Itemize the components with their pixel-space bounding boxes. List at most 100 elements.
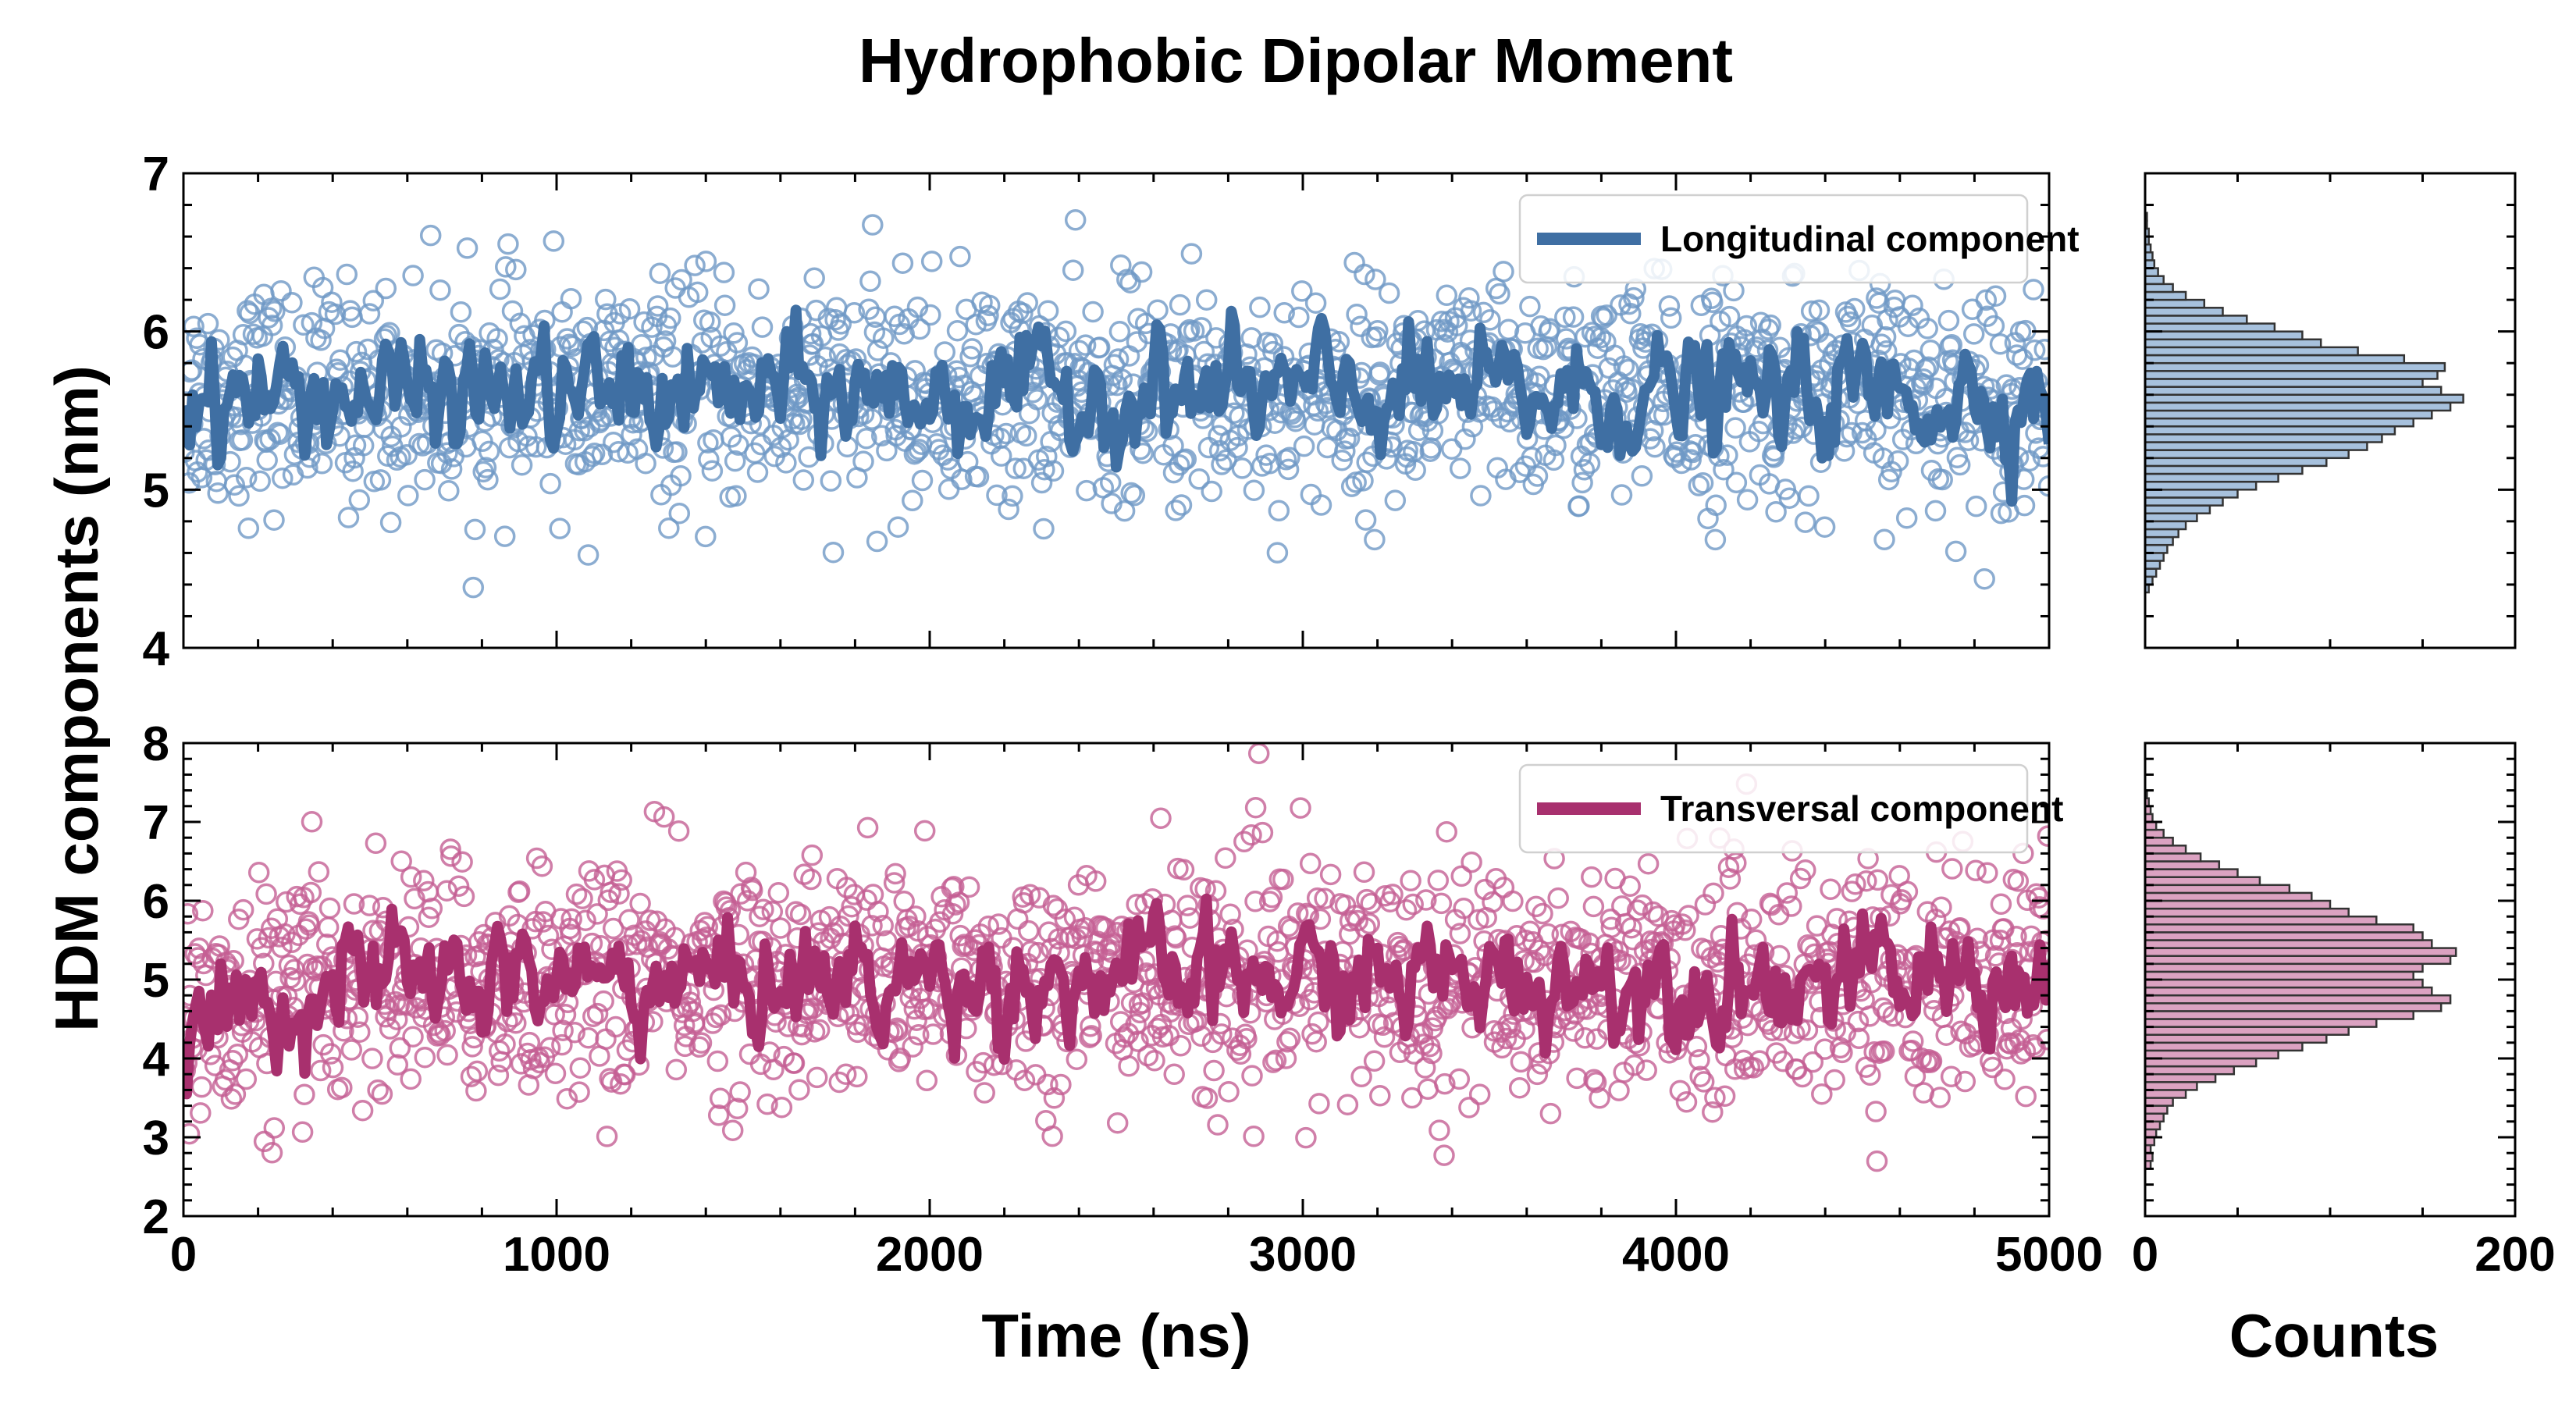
data-point — [343, 893, 365, 915]
histogram-transversal: 0 200 — [2132, 742, 2556, 1282]
panel-longitudinal: 4 5 6 7 Longitudinal component — [143, 148, 2517, 676]
data-point — [375, 277, 397, 300]
data-point — [1204, 880, 1227, 902]
data-point — [413, 870, 435, 892]
histogram-bar — [2144, 409, 2433, 420]
legend-transversal: Transversal component — [1518, 763, 2063, 854]
data-point — [466, 1060, 489, 1083]
data-point — [310, 329, 332, 351]
data-point — [1458, 1097, 1480, 1119]
legend-box — [1518, 194, 2029, 284]
histogram-bar — [2144, 298, 2206, 309]
data-point — [1635, 1059, 1657, 1081]
data-point — [1873, 1040, 1895, 1062]
y-tick-label: 4 — [143, 1033, 170, 1087]
x-tick-label: 1000 — [503, 1228, 610, 1282]
data-point — [190, 1102, 212, 1124]
data-point — [1724, 417, 1746, 439]
data-point — [1195, 289, 1218, 311]
data-point — [487, 1064, 510, 1087]
x-tick-label: 4000 — [1622, 1228, 1730, 1282]
data-point — [1589, 1087, 1610, 1109]
data-point — [1920, 1050, 1943, 1072]
data-point — [271, 936, 293, 959]
data-point — [1989, 929, 2012, 951]
hist-x-axis-label: Counts — [2229, 1301, 2439, 1370]
data-point — [281, 291, 303, 314]
data-point — [1620, 303, 1642, 325]
histogram-bar — [2144, 1128, 2158, 1139]
data-point — [1266, 930, 1288, 952]
data-point — [436, 880, 458, 902]
data-point — [1360, 892, 1382, 915]
data-point — [1616, 381, 1638, 403]
data-point — [560, 287, 582, 310]
running-mean-line-transversal — [183, 893, 2049, 1100]
data-point — [608, 883, 630, 905]
histogram-bar — [2144, 283, 2174, 293]
histogram-bar — [2144, 330, 2304, 341]
data-point — [1493, 261, 1514, 283]
data-point — [1018, 919, 1040, 942]
histogram-bar — [2144, 386, 2443, 396]
histogram-bar — [2144, 1081, 2198, 1091]
data-point — [2037, 825, 2049, 847]
data-point — [1440, 438, 1463, 460]
data-point — [525, 436, 547, 458]
data-point — [1236, 1027, 1258, 1050]
data-point — [852, 450, 874, 472]
data-point — [707, 1104, 730, 1126]
data-point — [820, 470, 842, 492]
data-point — [1364, 528, 1386, 551]
data-point — [1902, 294, 1923, 317]
data-point — [379, 511, 402, 534]
data-point — [1431, 310, 1453, 333]
data-point — [1965, 495, 1987, 518]
data-point — [746, 461, 769, 483]
histogram-bar — [2144, 1049, 2279, 1060]
data-point — [920, 304, 941, 326]
data-point — [1781, 895, 1802, 917]
data-point — [396, 443, 418, 466]
data-point — [322, 1056, 344, 1079]
data-point — [1190, 317, 1212, 339]
data-point — [429, 279, 451, 301]
data-point — [1262, 1051, 1284, 1073]
data-point — [509, 312, 532, 335]
data-point — [461, 1036, 483, 1058]
data-point — [1581, 866, 1603, 888]
data-point — [1702, 1101, 1724, 1123]
data-point — [224, 1083, 247, 1105]
data-point — [1796, 1019, 1819, 1041]
histogram-bar — [2144, 315, 2248, 325]
histogram-bar — [2144, 939, 2433, 949]
data-point — [1066, 1048, 1088, 1070]
data-point — [1099, 471, 1122, 494]
data-point — [748, 278, 770, 300]
data-point — [1144, 1050, 1165, 1072]
data-point — [1623, 286, 1645, 309]
data-point — [488, 1040, 511, 1062]
data-point — [1637, 852, 1660, 875]
data-point — [1981, 1056, 2004, 1079]
data-point — [1768, 944, 1791, 967]
data-point — [439, 838, 461, 860]
data-point — [543, 230, 565, 252]
data-point — [1265, 1049, 1287, 1072]
data-point — [902, 489, 923, 512]
data-point — [1692, 472, 1714, 494]
data-point — [581, 445, 603, 468]
histogram-bar — [2144, 955, 2452, 966]
data-point — [723, 322, 745, 344]
data-point — [1644, 436, 1666, 458]
data-point — [1482, 891, 1503, 913]
data-point — [1427, 870, 1450, 891]
data-point — [1433, 1144, 1455, 1166]
y-tick-label: 7 — [143, 796, 169, 850]
data-point — [453, 885, 475, 908]
data-point — [1482, 400, 1505, 422]
data-point — [264, 301, 286, 322]
legend-box — [1518, 763, 2029, 854]
data-point — [695, 525, 717, 548]
data-point — [1088, 336, 1111, 358]
